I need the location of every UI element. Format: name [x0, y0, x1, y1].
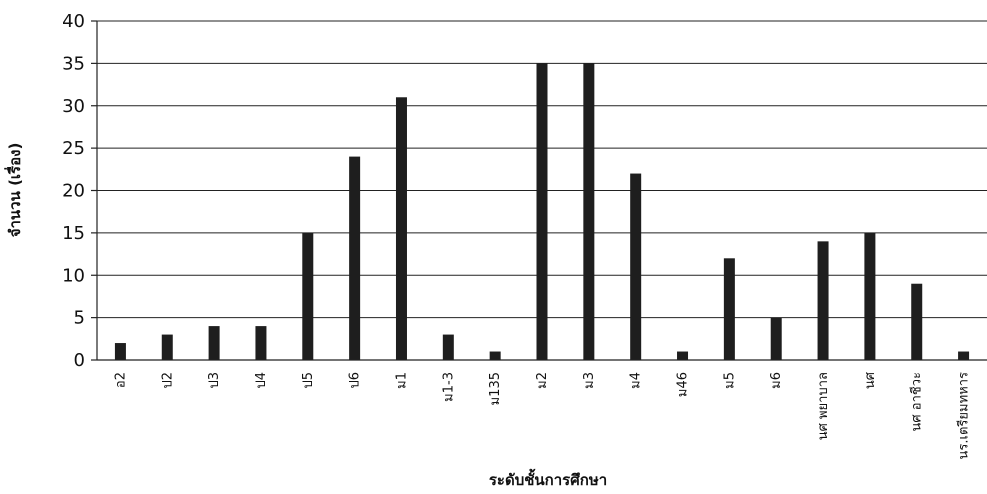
bar: [442, 334, 454, 360]
x-tick-label: นศ: [863, 371, 878, 389]
y-tick-label: 25: [62, 138, 85, 159]
x-tick-label: ป4: [254, 372, 269, 389]
bar: [302, 232, 314, 360]
x-tick-label: ป2: [160, 372, 175, 389]
x-tick-label: ม135: [488, 372, 503, 405]
y-tick-label: 30: [62, 96, 85, 117]
x-tick-label: ป3: [207, 372, 222, 389]
y-tick-label: 15: [62, 223, 85, 244]
bar: [161, 334, 173, 360]
axes: [96, 21, 987, 361]
x-tick-label: ม5: [722, 372, 737, 389]
bar: [255, 326, 267, 360]
x-tick-labels: อ2 ป2 ป3 ป4 ป5 ป6 ม1 ม1-3 ม135 ม2 ม3 ม4 ม46 ม5 ม6 นศ พย…: [113, 371, 971, 459]
bar: [583, 63, 595, 360]
bar: [864, 232, 876, 360]
y-axis-title: จำนวน (เรื่อง): [4, 143, 24, 238]
x-axis-title: ระดับชั้นการศึกษา: [489, 468, 607, 489]
x-tick-label: ม1: [394, 372, 409, 389]
x-tick-label: ม4: [629, 372, 644, 389]
x-tick-label: ม1-3: [441, 372, 456, 402]
y-tick-label: 10: [62, 265, 85, 286]
y-tick-label: 35: [62, 53, 85, 74]
x-tick-label: ม2: [535, 372, 550, 389]
bar: [723, 258, 735, 360]
x-tick-label: ม3: [582, 372, 597, 389]
x-tick-label: นร.เตรียมทหาร: [956, 372, 972, 459]
bar: [395, 97, 407, 361]
bar: [677, 351, 689, 360]
bar: [536, 63, 548, 360]
bar: [958, 351, 970, 360]
x-tick-label: ม6: [769, 372, 784, 389]
bar: [770, 317, 782, 360]
bar: [489, 351, 501, 360]
bar: [630, 173, 642, 360]
x-tick-label: นศ พยาบาล: [816, 372, 831, 440]
y-tick-labels: 0 5 10 15 20 25 30 35 40: [62, 11, 85, 371]
y-tick-label: 40: [62, 11, 85, 32]
bar: [349, 156, 361, 360]
bar: [114, 343, 126, 360]
x-tick-label: อ2: [113, 372, 128, 388]
x-tick-label: ม46: [676, 372, 691, 397]
x-tick-label: ป5: [301, 372, 316, 389]
x-tick-label: นศ อาชีวะ: [909, 372, 925, 431]
bars: [114, 63, 970, 361]
bar: [817, 241, 829, 360]
y-tick-label: 20: [62, 181, 85, 202]
bar: [911, 283, 923, 360]
y-tick-label: 0: [74, 350, 85, 371]
y-tick-label: 5: [74, 308, 85, 329]
x-tick-label: ป6: [348, 372, 363, 389]
bar: [208, 326, 220, 360]
